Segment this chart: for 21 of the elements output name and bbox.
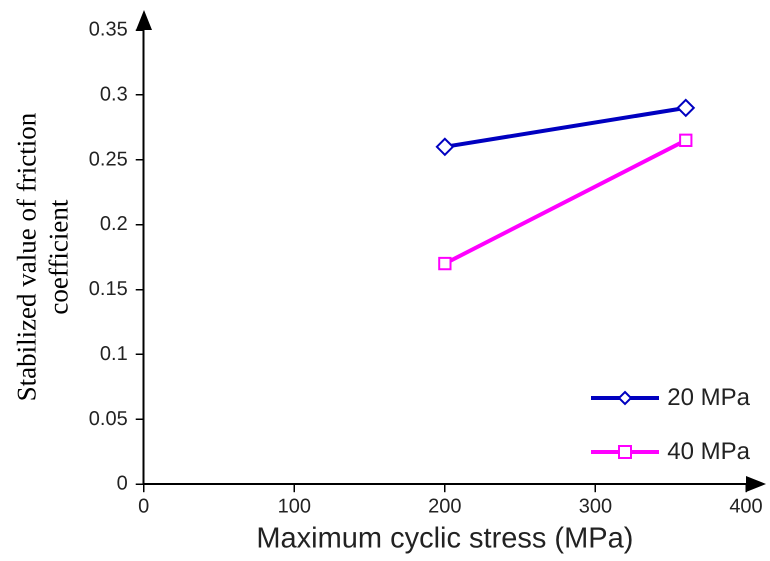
- x-tick-label: 400: [729, 496, 763, 518]
- x-tick-label: 200: [428, 496, 462, 518]
- x-axis-title: Maximum cyclic stress (MPa): [256, 522, 634, 555]
- y-tick-label: 0.05: [88, 408, 128, 430]
- y-tick-label: 0.15: [88, 278, 128, 300]
- y-tick-label: 0.3: [100, 83, 128, 106]
- y-tick-label: 0.35: [88, 18, 128, 41]
- y-tick-label: 0.1: [100, 342, 128, 365]
- point: [436, 138, 454, 156]
- x-tick-label: 100: [278, 496, 311, 518]
- y-tick-label: 0.25: [88, 148, 128, 170]
- point: [679, 134, 692, 147]
- point: [438, 256, 452, 270]
- legend-label: 20 MPa: [667, 384, 750, 412]
- x-tick-label: 0: [138, 496, 150, 518]
- point: [676, 98, 695, 117]
- y-axis-title: Stabilized value of friction coefficient: [11, 112, 74, 402]
- x-tick-label: 300: [578, 496, 612, 518]
- legend-label: 40 MPa: [667, 438, 750, 466]
- y-tick-label: 0: [116, 472, 128, 495]
- y-tick-label: 0.2: [100, 213, 128, 236]
